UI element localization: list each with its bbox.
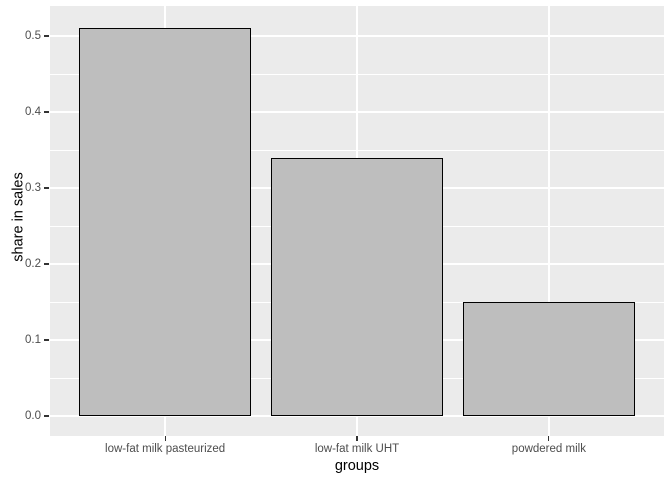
y-axis-tick-label: 0.1 <box>25 334 41 346</box>
y-axis-title: share in sales <box>10 172 27 262</box>
bar-2 <box>270 157 444 416</box>
y-tick-mark <box>44 339 49 341</box>
bar-3 <box>462 302 636 416</box>
bar-1 <box>78 28 252 416</box>
y-axis-tick-label: 0.5 <box>25 30 41 42</box>
y-axis-tick-label: 0.4 <box>25 106 41 118</box>
y-tick-mark <box>44 415 49 417</box>
x-tick-mark <box>548 436 550 441</box>
x-axis-title: groups <box>334 458 380 474</box>
y-tick-mark <box>44 111 49 113</box>
y-tick-mark <box>44 263 49 265</box>
x-axis-tick-label: powdered milk <box>511 443 586 455</box>
y-tick-mark <box>44 187 49 189</box>
vertical-gridline <box>548 6 550 436</box>
y-tick-mark <box>44 35 49 37</box>
x-tick-mark <box>356 436 358 441</box>
x-axis-tick-label: low-fat milk pasteurized <box>105 443 226 455</box>
y-axis-tick-label: 0.0 <box>25 410 41 422</box>
chart-panel <box>50 6 664 436</box>
y-axis-tick-label: 0.2 <box>25 258 41 270</box>
y-axis-tick-label: 0.3 <box>25 182 41 194</box>
x-tick-mark <box>164 436 166 441</box>
x-axis-tick-label: low-fat milk UHT <box>314 443 400 455</box>
